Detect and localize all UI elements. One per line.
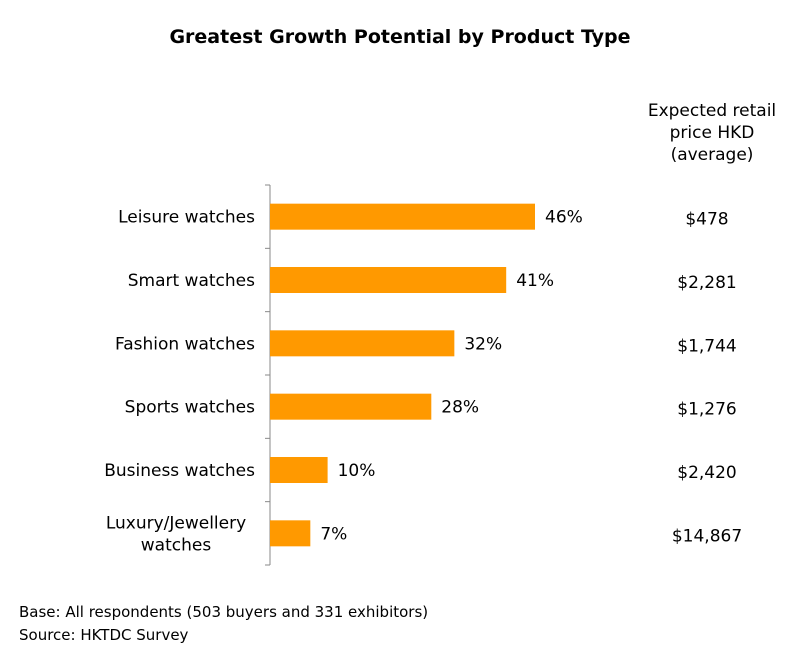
value-label-5: 10%	[338, 461, 376, 481]
value-label-4: 28%	[441, 398, 479, 418]
category-label-3: Fashion watches	[115, 334, 255, 354]
price-label-1: $478	[685, 210, 728, 230]
source-footnote: Source: HKTDC Survey	[19, 626, 189, 644]
chart-title: Greatest Growth Potential by Product Typ…	[169, 26, 631, 48]
price-label-5: $2,420	[677, 463, 736, 483]
category-label-4: Sports watches	[125, 398, 255, 418]
price-label-3: $1,744	[677, 336, 736, 356]
bar-1	[270, 203, 535, 230]
bar-chart: 46% Leisure watches $478 41% Smart watches $2…	[104, 184, 742, 566]
bar-5	[270, 457, 328, 483]
value-label-3: 32%	[464, 334, 502, 354]
value-label-6: 7%	[320, 524, 347, 544]
bar-3	[270, 330, 455, 357]
bar-6	[270, 520, 311, 547]
base-footnote: Base: All respondents (503 buyers and 33…	[19, 603, 429, 621]
category-label-5: Business watches	[104, 461, 255, 481]
price-label-4: $1,276	[677, 400, 736, 420]
price-label-2: $2,281	[677, 273, 736, 293]
price-label-6: $14,867	[672, 526, 742, 546]
bar-4	[270, 393, 432, 420]
price-column-header: Expected retail price HKD (average)	[647, 101, 777, 165]
value-label-2: 41%	[516, 271, 554, 291]
value-label-1: 46%	[545, 208, 583, 228]
category-label-1: Leisure watches	[118, 208, 255, 228]
bar-2	[270, 267, 507, 293]
category-label-6: Luxury/Jewellery watches	[106, 513, 246, 555]
category-label-2: Smart watches	[128, 271, 255, 291]
